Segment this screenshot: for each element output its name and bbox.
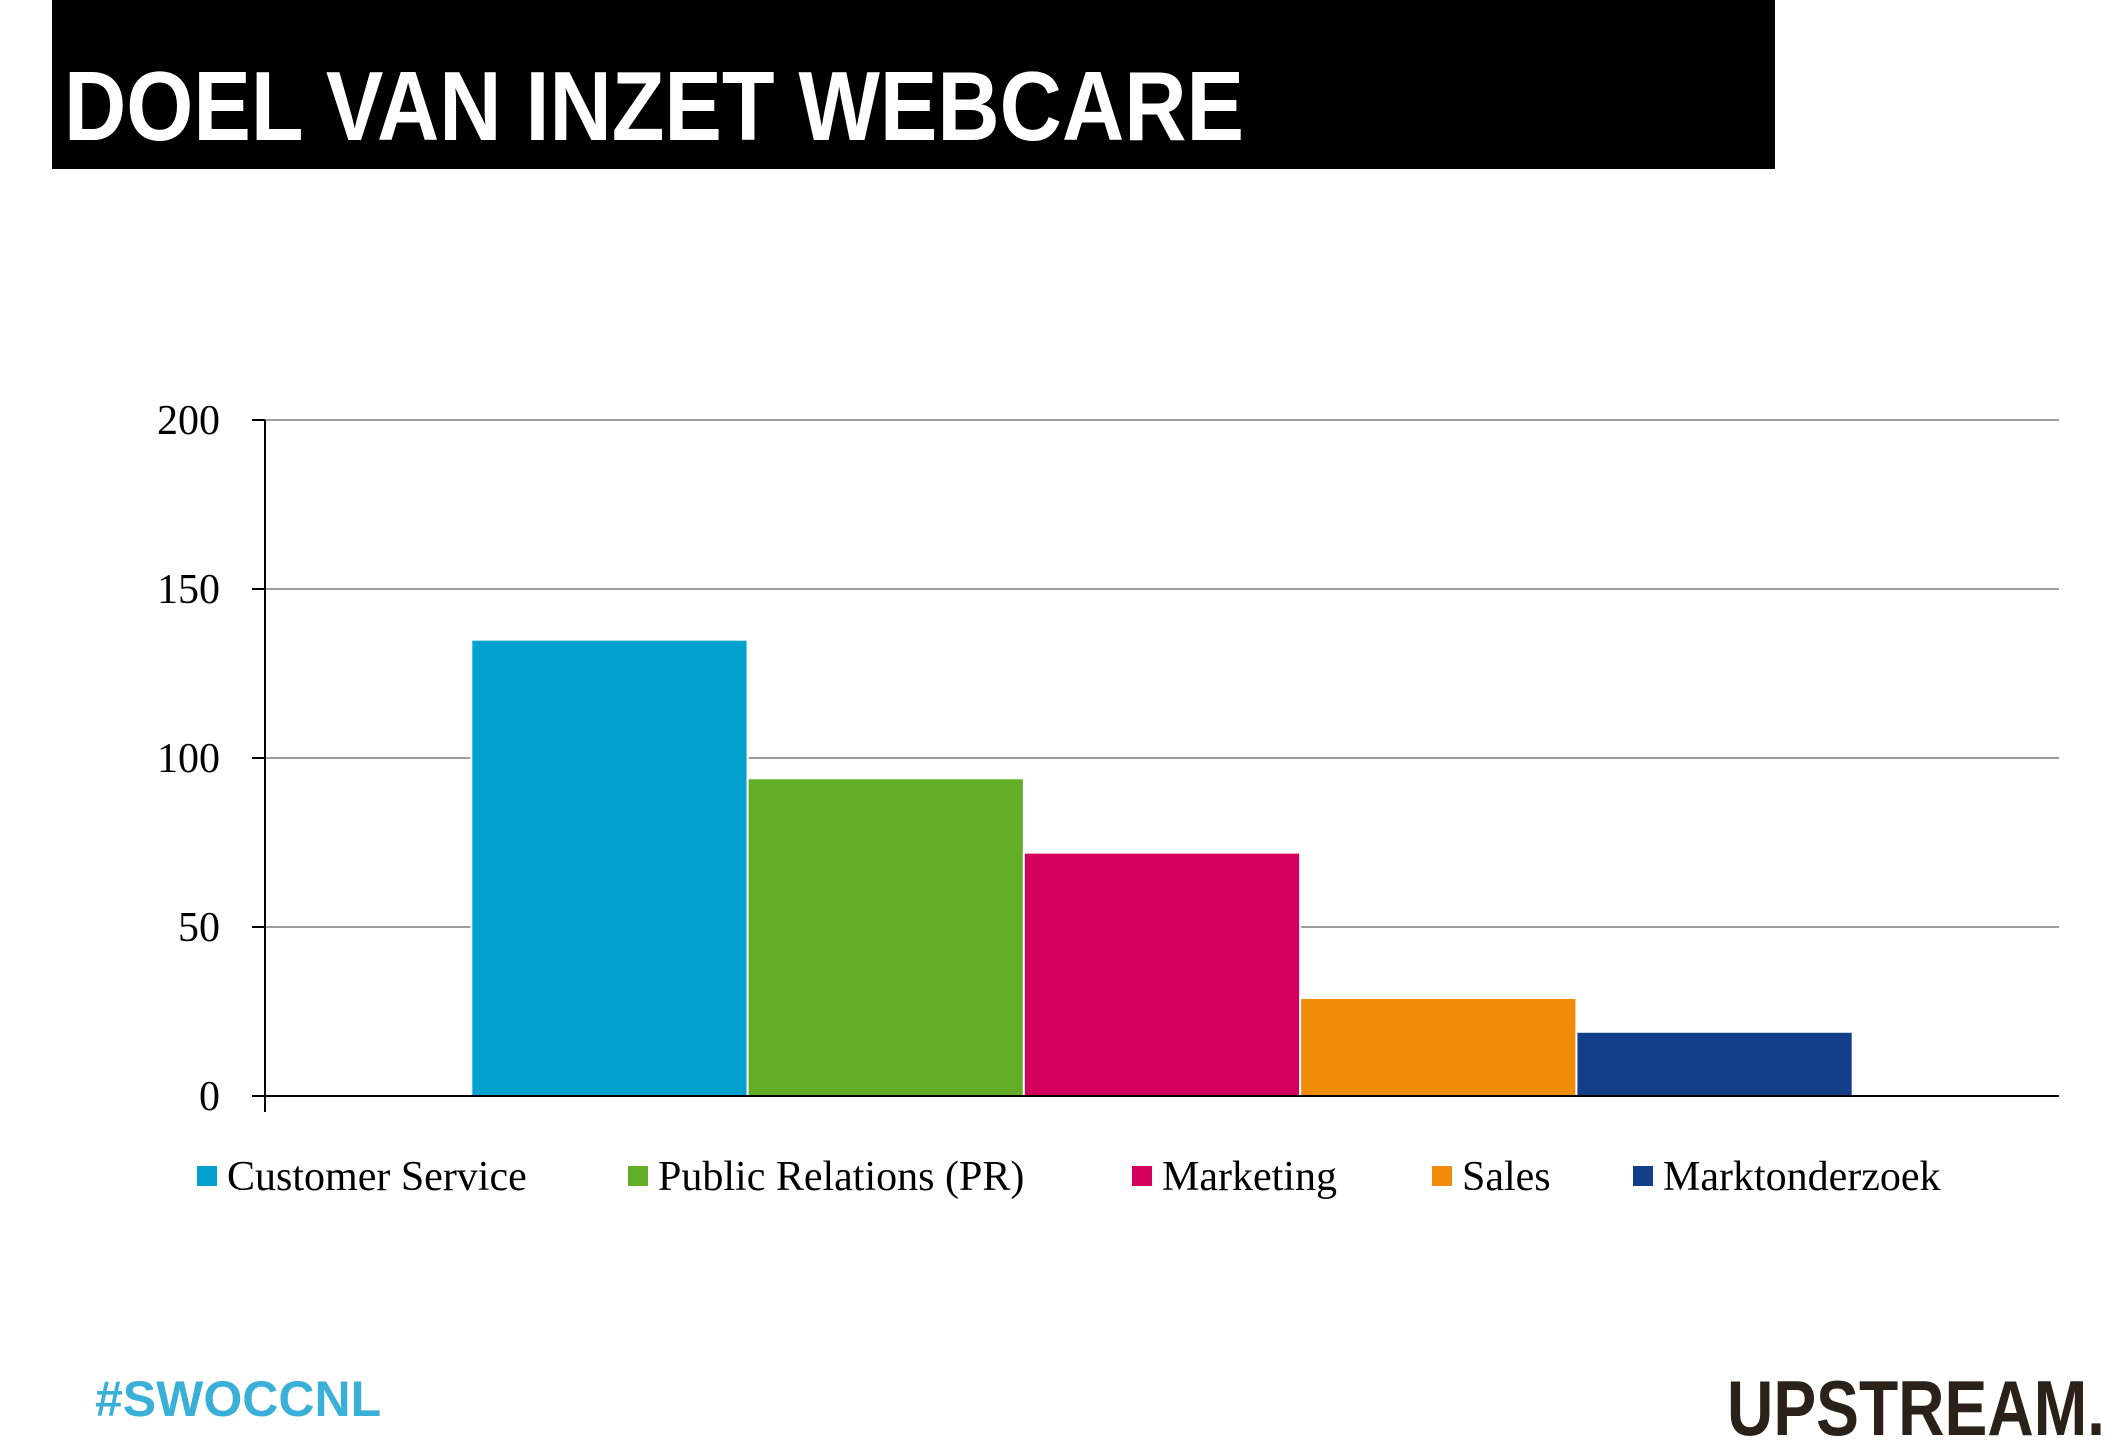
legend-label: Sales — [1462, 1154, 1551, 1200]
legend-label: Marktonderzoek — [1663, 1154, 1941, 1200]
bar — [1022, 851, 1302, 1098]
legend-swatch — [1132, 1166, 1152, 1186]
y-tick-label: 50 — [178, 905, 220, 951]
bar — [746, 777, 1025, 1098]
y-tick-label: 100 — [157, 736, 220, 782]
y-tick-label: 200 — [157, 398, 220, 444]
legend-swatch — [628, 1166, 648, 1186]
y-tick-label: 0 — [199, 1074, 220, 1120]
y-tick-label: 150 — [157, 567, 220, 613]
legend-swatch — [1432, 1166, 1452, 1186]
bar — [1299, 996, 1578, 1097]
legend-label: Marketing — [1162, 1154, 1337, 1200]
legend-swatch — [197, 1166, 217, 1186]
chart-title: DOEL VAN INZET WEBCARE — [64, 51, 1244, 161]
legend-label: Public Relations (PR) — [658, 1154, 1024, 1200]
logo: UPSTREAM. — [1727, 1364, 2105, 1452]
bar — [470, 638, 749, 1097]
legend-swatch — [1633, 1166, 1653, 1186]
bar — [1575, 1030, 1854, 1098]
hashtag: #SWOCCNL — [95, 1371, 381, 1427]
title-bar — [52, 0, 1775, 169]
legend-label: Customer Service — [227, 1154, 527, 1200]
